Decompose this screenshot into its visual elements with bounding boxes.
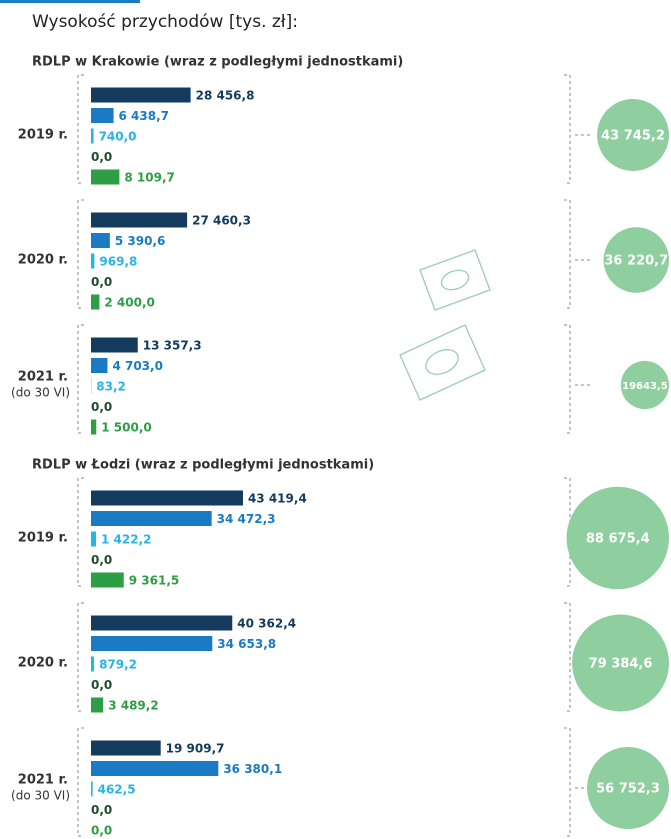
bracket — [77, 74, 84, 184]
bracket — [77, 324, 84, 434]
total-label: 36 220,7 — [604, 254, 668, 269]
value-label: 0,0 — [91, 275, 112, 289]
total-label: 79 384,6 — [589, 657, 653, 672]
bar — [91, 490, 243, 506]
bar — [91, 511, 212, 526]
value-label: 879,2 — [99, 658, 137, 672]
value-label: 2 400,0 — [104, 296, 154, 310]
value-label: 6 438,7 — [119, 109, 169, 123]
bar — [91, 169, 120, 185]
value-label: 740,0 — [99, 130, 137, 144]
bar — [91, 636, 213, 651]
value-label: 43 419,4 — [248, 492, 307, 506]
bar — [91, 419, 97, 435]
bracket — [77, 727, 84, 837]
value-label: 13 357,3 — [143, 339, 202, 353]
total-circle — [587, 747, 670, 829]
bracket — [564, 74, 592, 184]
bar — [91, 294, 100, 310]
total-label: 56 752,3 — [596, 782, 660, 797]
total-circle — [572, 614, 669, 712]
year-note: (do 30 VI) — [11, 386, 70, 400]
value-label: 36 380,1 — [223, 762, 282, 776]
section-title: RDLP w Łodzi (wraz z podległymi jednostk… — [32, 458, 374, 473]
value-label: 0,0 — [91, 400, 112, 414]
chart-title: Wysokość przychodów [tys. zł]: — [32, 12, 298, 32]
value-label: 9 361,5 — [129, 574, 179, 588]
value-label: 0,0 — [91, 150, 112, 164]
total-circle — [603, 227, 670, 293]
year-label: 2020 r. — [18, 656, 68, 671]
bar — [91, 572, 124, 588]
money-icon — [399, 249, 491, 401]
bar — [91, 656, 95, 672]
value-label: 1 500,0 — [101, 421, 151, 435]
value-label: 462,5 — [98, 783, 136, 797]
bar — [91, 531, 96, 547]
value-label: 4 703,0 — [112, 359, 162, 373]
value-label: 1 422,2 — [101, 533, 151, 547]
value-label: 969,8 — [99, 255, 137, 269]
year-note: (do 30 VI) — [11, 789, 70, 803]
value-label: 0,0 — [91, 678, 112, 692]
value-label: 40 362,4 — [237, 617, 296, 631]
year-label: 2019 r. — [18, 128, 68, 143]
year-label: 2020 r. — [18, 253, 68, 268]
value-label: 27 460,3 — [192, 214, 251, 228]
bar — [91, 212, 188, 228]
total-circle — [597, 99, 669, 171]
value-label: 8 109,7 — [124, 171, 174, 185]
bar — [91, 108, 114, 123]
top-edge — [0, 0, 140, 3]
bar — [91, 761, 219, 776]
value-label: 83,2 — [96, 380, 126, 394]
section-title: RDLP w Krakowie (wraz z podległymi jedno… — [32, 55, 403, 70]
bar — [91, 253, 95, 269]
value-label: 34 653,8 — [217, 637, 276, 651]
bar — [91, 781, 93, 797]
bar — [91, 337, 138, 353]
total-label: 43 745,2 — [601, 129, 665, 144]
bar — [91, 358, 108, 373]
value-label: 0,0 — [91, 553, 112, 567]
bar — [91, 615, 233, 631]
bracket — [564, 199, 592, 309]
total-circle — [620, 360, 670, 410]
value-label: 0,0 — [91, 824, 112, 838]
total-circle — [566, 486, 669, 590]
value-label: 3 489,2 — [108, 699, 158, 713]
year-label: 2021 r. — [18, 773, 68, 788]
bar — [91, 740, 161, 756]
bracket — [77, 602, 84, 712]
bar — [91, 128, 94, 144]
bracket — [564, 324, 592, 434]
value-label: 5 390,6 — [115, 234, 165, 248]
year-label: 2019 r. — [18, 531, 68, 546]
value-label: 19 909,7 — [166, 742, 225, 756]
year-label: 2021 r. — [18, 370, 68, 385]
value-label: 28 456,8 — [196, 89, 255, 103]
bracket — [77, 199, 84, 309]
bar — [91, 233, 110, 248]
bar — [91, 87, 191, 103]
bar — [91, 697, 104, 713]
total-label: 88 675,4 — [586, 532, 650, 547]
value-label: 34 472,3 — [217, 512, 276, 526]
value-label: 0,0 — [91, 803, 112, 817]
total-label: 19643,5 — [622, 381, 668, 392]
bracket — [77, 477, 84, 587]
